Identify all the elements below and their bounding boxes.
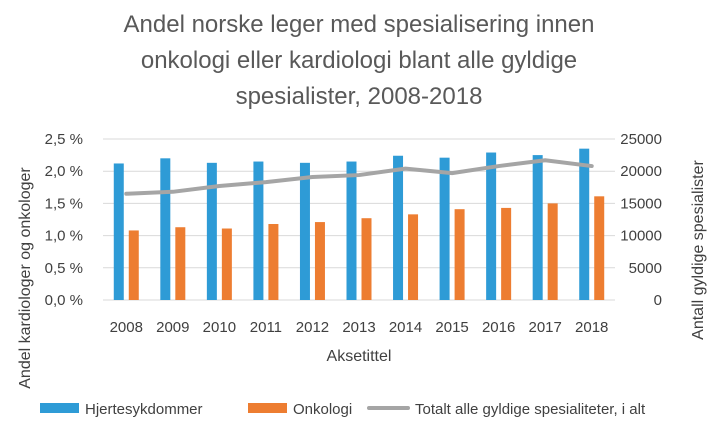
bar-onkologi bbox=[501, 207, 512, 300]
chart-title-line-1: Andel norske leger med spesialisering in… bbox=[124, 11, 595, 38]
y-axis-left-title: Andel kardiologer og onkologer bbox=[17, 167, 34, 389]
x-tick-label: 2010 bbox=[203, 319, 236, 336]
y-tick-label-left: 1,5 % bbox=[45, 195, 83, 212]
chart-title-line-2: onkologi eller kardiologi blant alle gyl… bbox=[141, 47, 577, 74]
y-tick-label-right: 5000 bbox=[629, 260, 662, 277]
y-tick-label-right: 15000 bbox=[620, 195, 662, 212]
y-tick-label-left: 0,0 % bbox=[45, 292, 83, 309]
bar-onkologi bbox=[268, 224, 279, 300]
legend-label-hjertesykdommer: Hjertesykdommer bbox=[85, 401, 203, 418]
x-axis-ticks: 2008 2009 2010 2011 2012 2013 2014 2015 2016 2017… bbox=[110, 319, 609, 336]
gridlines bbox=[103, 138, 615, 301]
y-axis-right-ticks: 0 5000 10000 15000 20000 25000 bbox=[620, 131, 662, 309]
bar-hjertesykdommer bbox=[299, 162, 310, 300]
y-tick-label-right: 0 bbox=[654, 292, 662, 309]
total-line bbox=[124, 158, 594, 196]
y-tick-label-right: 25000 bbox=[620, 131, 662, 148]
x-tick-label: 2018 bbox=[575, 319, 608, 336]
bar-hjertesykdommer bbox=[160, 158, 171, 300]
legend-swatch-hjertesykdommer bbox=[40, 403, 79, 413]
legend-label-onkologi: Onkologi bbox=[293, 401, 352, 418]
bar-hjertesykdommer bbox=[206, 162, 217, 300]
bar-hjertesykdommer bbox=[113, 163, 124, 300]
bar-hjertesykdommer bbox=[532, 155, 543, 300]
bar-hjertesykdommer bbox=[439, 157, 450, 300]
x-tick-label: 2013 bbox=[342, 319, 375, 336]
x-tick-label: 2016 bbox=[482, 319, 515, 336]
chart-title-line-3: spesialister, 2008-2018 bbox=[236, 83, 483, 110]
bar-onkologi bbox=[314, 222, 325, 300]
bar-hjertesykdommer bbox=[486, 152, 497, 300]
bar-hjertesykdommer bbox=[253, 161, 264, 300]
y-tick-label-left: 2,5 % bbox=[45, 131, 83, 148]
x-tick-label: 2015 bbox=[435, 319, 468, 336]
bar-onkologi bbox=[361, 218, 372, 300]
bar-onkologi bbox=[454, 209, 465, 300]
x-tick-label: 2011 bbox=[250, 319, 282, 336]
bar-hjertesykdommer bbox=[579, 148, 590, 300]
y-tick-label-right: 20000 bbox=[620, 163, 662, 180]
legend-swatch-onkologi bbox=[248, 403, 287, 413]
chart-title: Andel norske leger med spesialisering in… bbox=[124, 11, 595, 110]
y-axis-right-title: Antall gyldige spesialister bbox=[690, 160, 707, 340]
x-tick-label: 2009 bbox=[156, 319, 189, 336]
bar-hjertesykdommer bbox=[346, 161, 357, 300]
x-tick-label: 2017 bbox=[528, 319, 561, 336]
x-tick-label: 2008 bbox=[110, 319, 143, 336]
bar-onkologi bbox=[594, 196, 605, 300]
bar-onkologi bbox=[408, 214, 419, 300]
y-tick-label-right: 10000 bbox=[620, 228, 662, 245]
bar-onkologi bbox=[128, 230, 139, 300]
bar-onkologi bbox=[175, 227, 186, 300]
y-tick-label-left: 1,0 % bbox=[45, 228, 83, 245]
x-tick-label: 2014 bbox=[389, 319, 422, 336]
bar-onkologi bbox=[221, 228, 232, 300]
y-axis-left-ticks: 0,0 % 0,5 % 1,0 % 1,5 % 2,0 % 2,5 % bbox=[45, 131, 83, 309]
legend: Hjertesykdommer Onkologi Totalt alle gyl… bbox=[40, 401, 646, 418]
bar-hjertesykdommer bbox=[393, 155, 404, 300]
legend-label-total: Totalt alle gyldige spesialiteter, i alt bbox=[415, 401, 646, 418]
line-total-specialists bbox=[124, 158, 594, 196]
x-axis-title: Aksetittel bbox=[327, 348, 392, 365]
x-tick-label: 2012 bbox=[296, 319, 329, 336]
bar-onkologi bbox=[547, 203, 558, 300]
y-tick-label-left: 0,5 % bbox=[45, 260, 83, 277]
y-tick-label-left: 2,0 % bbox=[45, 163, 83, 180]
bars bbox=[113, 148, 605, 300]
